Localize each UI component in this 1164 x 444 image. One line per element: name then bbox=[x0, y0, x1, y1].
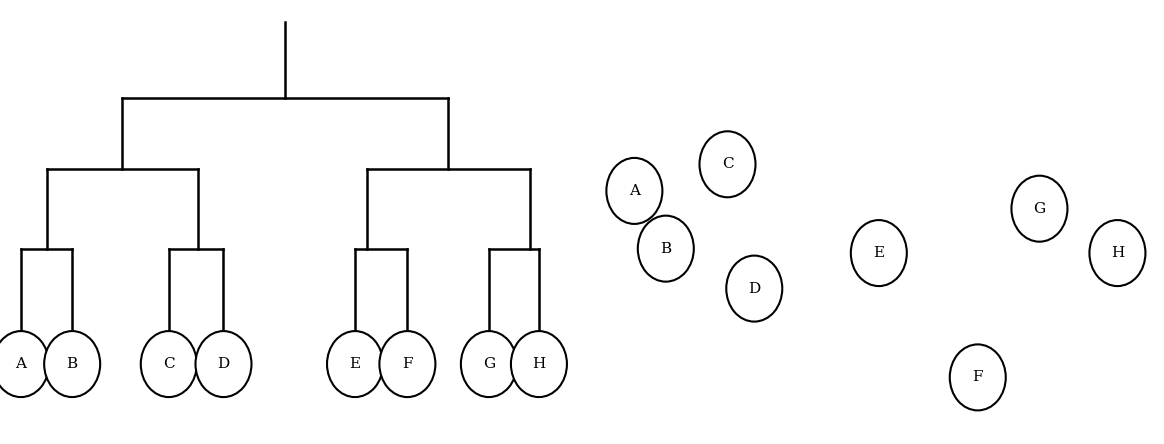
Ellipse shape bbox=[638, 216, 694, 281]
Ellipse shape bbox=[606, 158, 662, 224]
Text: G: G bbox=[483, 357, 495, 371]
Ellipse shape bbox=[950, 345, 1006, 410]
Ellipse shape bbox=[700, 131, 755, 197]
Ellipse shape bbox=[1090, 220, 1145, 286]
Ellipse shape bbox=[461, 331, 517, 397]
Ellipse shape bbox=[196, 331, 251, 397]
Text: A: A bbox=[15, 357, 27, 371]
Ellipse shape bbox=[0, 331, 49, 397]
Ellipse shape bbox=[726, 256, 782, 321]
Ellipse shape bbox=[44, 331, 100, 397]
Ellipse shape bbox=[851, 220, 907, 286]
Ellipse shape bbox=[141, 331, 197, 397]
Text: H: H bbox=[1110, 246, 1124, 260]
Text: G: G bbox=[1034, 202, 1045, 216]
Ellipse shape bbox=[511, 331, 567, 397]
Ellipse shape bbox=[327, 331, 383, 397]
Text: A: A bbox=[629, 184, 640, 198]
Text: D: D bbox=[748, 281, 760, 296]
Text: F: F bbox=[402, 357, 413, 371]
Ellipse shape bbox=[379, 331, 435, 397]
Text: C: C bbox=[722, 157, 733, 171]
Text: B: B bbox=[66, 357, 78, 371]
Text: H: H bbox=[532, 357, 546, 371]
Text: E: E bbox=[873, 246, 885, 260]
Text: D: D bbox=[218, 357, 229, 371]
Text: F: F bbox=[972, 370, 984, 385]
Text: E: E bbox=[349, 357, 361, 371]
Ellipse shape bbox=[1012, 176, 1067, 242]
Text: B: B bbox=[660, 242, 672, 256]
Text: C: C bbox=[163, 357, 175, 371]
